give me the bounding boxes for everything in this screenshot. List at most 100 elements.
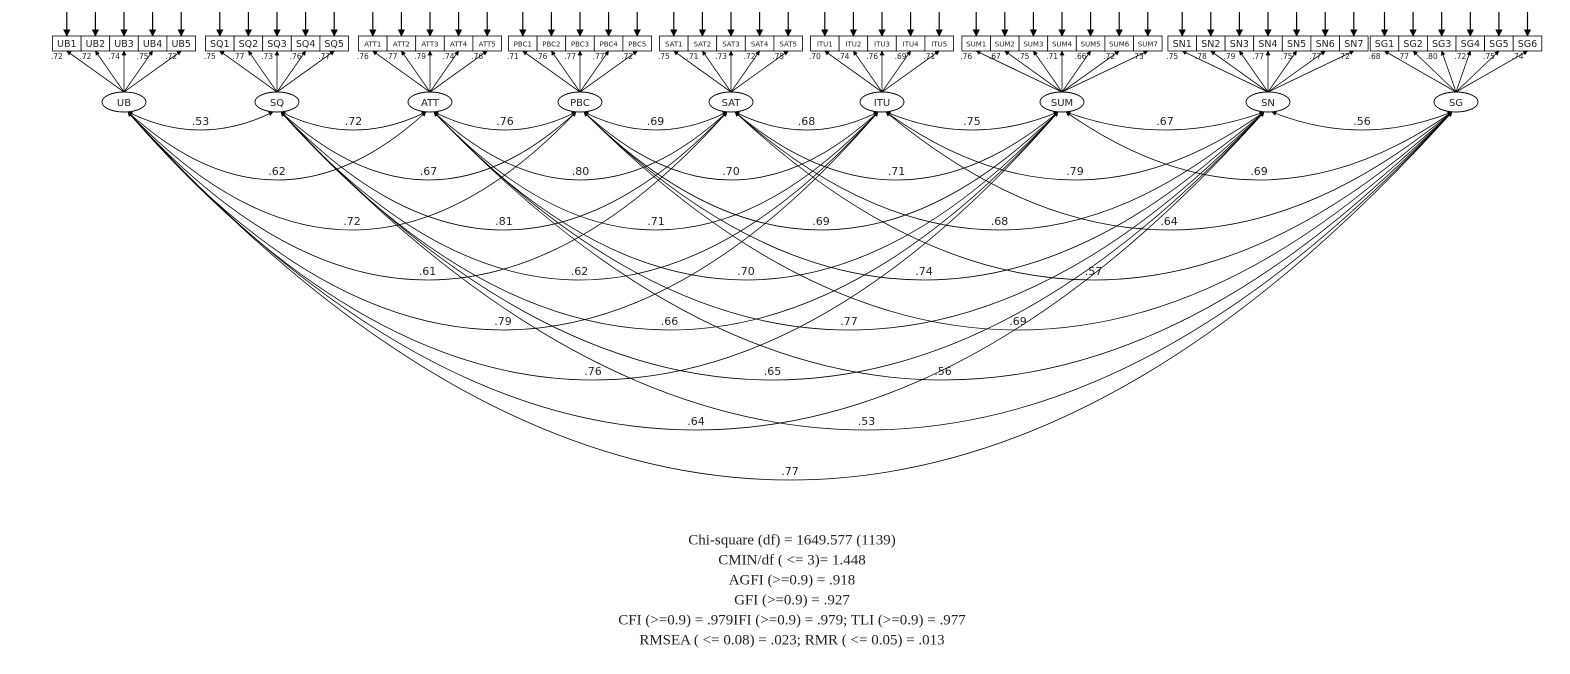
correlation-label: .67 <box>420 165 438 178</box>
indicator-label: ITU1 <box>817 41 833 49</box>
loading-label: .79 <box>1223 52 1235 61</box>
loading-path <box>579 50 609 93</box>
covariance-arc <box>433 111 728 181</box>
covariance-arc <box>583 111 879 181</box>
indicator-label: PBC1 <box>514 41 532 49</box>
loading-path <box>1384 50 1457 93</box>
correlation-label: .76 <box>496 115 514 128</box>
indicator-label: SG3 <box>1432 39 1451 50</box>
loading-label: .79 <box>414 52 426 61</box>
fit-statistic: GFI (>=0.9) = .927 <box>734 592 850 608</box>
correlation-label: .69 <box>647 115 665 128</box>
correlation-label: .79 <box>1066 165 1084 178</box>
indicator-label: SAT4 <box>751 41 769 49</box>
loading-path <box>881 50 911 93</box>
loading-path <box>1455 50 1472 93</box>
indicator-label: SN1 <box>1173 39 1192 50</box>
factor-label: ITU <box>874 98 890 109</box>
loading-label: .72 <box>51 52 63 61</box>
indicator-label: SN2 <box>1201 39 1220 50</box>
indicator-label: ITU2 <box>845 41 861 49</box>
loading-path <box>1210 50 1269 93</box>
loading-path <box>1412 50 1457 93</box>
loading-path <box>551 50 581 93</box>
indicator-label: SG2 <box>1403 39 1422 50</box>
loading-path <box>429 50 488 93</box>
loading-path <box>219 50 278 93</box>
correlation-label: .66 <box>661 315 679 328</box>
loading-path <box>730 50 760 93</box>
covariance-arcs: .53 .62 .72 .61 .79 .76 .64 .77 .72 .67 .81 .62 .66.… <box>127 111 1453 481</box>
correlation-label: .56 <box>1353 115 1371 128</box>
correlation-label: .70 <box>737 265 755 278</box>
correlation-label: .81 <box>495 215 513 228</box>
loading-path <box>673 50 732 93</box>
correlation-label: .72 <box>343 215 361 228</box>
loading-label: .75 <box>772 52 784 61</box>
covariance-arc <box>885 111 1453 231</box>
correlation-label: .71 <box>888 165 906 178</box>
covariance-arc <box>1065 111 1265 131</box>
covariance-arc <box>433 111 1265 331</box>
fit-statistic: AGFI (>=0.9) = .918 <box>729 572 856 588</box>
correlation-label: .80 <box>572 165 590 178</box>
loading-label: .71 <box>507 52 519 61</box>
indicator-label: SUM1 <box>966 41 986 49</box>
indicator-label: SUM6 <box>1109 41 1130 49</box>
loading-label: .76 <box>471 52 483 61</box>
indicator-label: SQ5 <box>324 39 344 50</box>
factor-label: SN <box>1261 98 1275 109</box>
correlation-label: .57 <box>1085 265 1103 278</box>
correlation-label: .69 <box>1009 315 1027 328</box>
correlation-label: .72 <box>345 115 363 128</box>
indicator-label: SUM4 <box>1052 41 1073 49</box>
loading-label: .73 <box>261 52 273 61</box>
covariance-arc <box>127 111 274 131</box>
indicator-label: SQ2 <box>239 39 259 50</box>
loading-label: .77 <box>385 52 397 61</box>
correlation-label: .68 <box>991 215 1009 228</box>
latent-factor <box>1433 91 1479 113</box>
indicator-label: SN3 <box>1230 39 1249 50</box>
loading-label: .69 <box>895 52 907 61</box>
loading-label: .76 <box>866 52 878 61</box>
loading-path <box>1267 50 1326 93</box>
covariance-arc <box>127 111 1059 381</box>
correlation-label: .77 <box>840 315 858 328</box>
covariance-arc <box>433 111 879 231</box>
indicator-label: PBC5 <box>628 41 646 49</box>
indicator-label: SG4 <box>1461 39 1480 50</box>
loading-label: .68 <box>1369 52 1381 61</box>
loading-path <box>881 50 940 93</box>
covariance-arc <box>734 111 1059 181</box>
indicator-label: PBC4 <box>599 41 618 49</box>
indicator-label: PBC2 <box>542 41 560 49</box>
loading-path <box>1455 50 1528 93</box>
loading-path <box>975 50 1063 93</box>
covariance-arc <box>583 111 1453 331</box>
covariance-arc <box>583 111 1265 281</box>
indicator-label: UB1 <box>57 39 77 50</box>
loading-label: .73 <box>1132 52 1144 61</box>
indicator-label: SN6 <box>1316 39 1335 50</box>
factor-label: SAT <box>722 98 742 109</box>
latent-factor <box>407 91 453 113</box>
indicator-label: SUM3 <box>1023 41 1043 49</box>
loading-label: .77 <box>318 52 330 61</box>
covariance-arc <box>433 111 577 131</box>
covariance-arc <box>734 111 1453 281</box>
indicator-label: SAT2 <box>694 41 712 49</box>
covariance-arc <box>280 111 879 281</box>
loading-label: .75 <box>137 52 149 61</box>
latent-factor <box>557 91 603 113</box>
loading-path <box>1455 50 1500 93</box>
indicator-label: ATT5 <box>479 41 496 49</box>
covariance-arc <box>734 111 1265 231</box>
loading-label: .75 <box>1017 52 1029 61</box>
indicator-label: ATT2 <box>393 41 410 49</box>
factor-label: UB <box>117 98 131 109</box>
loading-label: .74 <box>108 52 120 61</box>
loading-path <box>276 50 335 93</box>
loading-label: .72 <box>744 52 756 61</box>
factor-label: SUM <box>1051 98 1073 109</box>
